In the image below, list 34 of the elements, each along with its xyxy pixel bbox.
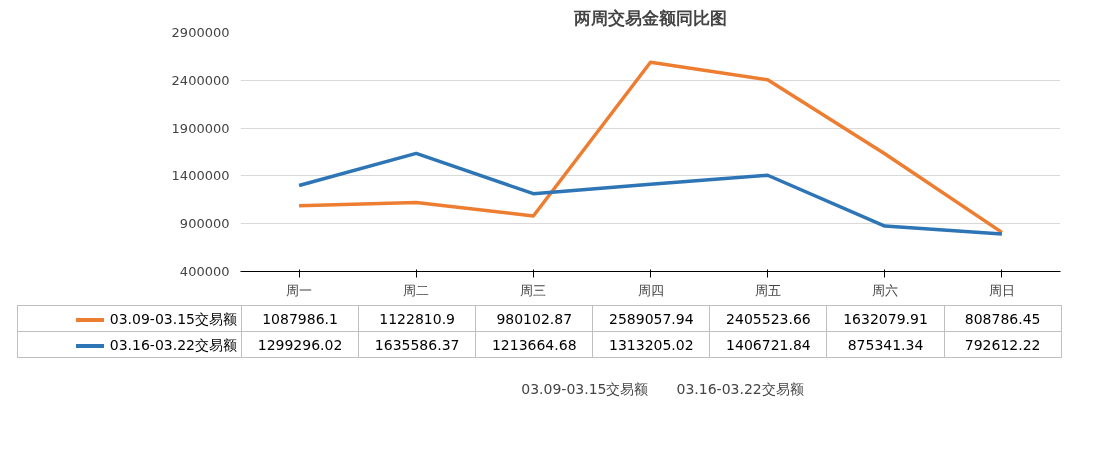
data-label: 1313205.02	[592, 331, 710, 358]
line-series	[297, 60, 1004, 235]
x-tick-label: 周五	[754, 282, 781, 298]
data-label: 1122810.9	[358, 305, 476, 332]
y-tick-label: 900000	[179, 216, 230, 232]
data-label: 1632079.91	[826, 305, 945, 332]
x-tick-label: 周四	[637, 282, 664, 298]
data-label: 1635586.37	[358, 331, 476, 358]
text: 03.16-03.22交易额	[676, 381, 804, 397]
data-label: 875341.34	[826, 331, 945, 358]
data-label: 1299296.02	[241, 331, 359, 358]
x-tick-label: 周三	[520, 282, 547, 298]
x-tick-label: 周一	[286, 282, 313, 298]
data-label: 2589057.94	[592, 305, 710, 332]
y-tick-label: 2900000	[171, 25, 230, 40]
legend-label: 03.16-03.22交易额	[17, 331, 242, 358]
x-tick-label: 周日	[988, 282, 1015, 298]
y-tick-label: 1400000	[171, 168, 230, 184]
data-label: 980102.87	[475, 305, 593, 332]
chart-title: 两周交易金额同比图	[573, 7, 727, 28]
data-label: 1406721.84	[709, 331, 827, 358]
data-label: 1213664.68	[475, 331, 593, 358]
data-label: 1087986.1	[241, 305, 359, 332]
text: 03.09-03.15交易额	[521, 381, 649, 397]
legend-label: 03.09-03.15交易额	[17, 305, 242, 332]
data-label: 792612.22	[944, 331, 1062, 358]
x-tick-label: 周二	[403, 282, 430, 298]
y-tick-label: 400000	[179, 264, 230, 279]
y-tick-label: 2400000	[171, 72, 230, 88]
data-label: 2405523.66	[709, 305, 827, 332]
data-label: 808786.45	[944, 305, 1062, 332]
y-tick-label: 1900000	[171, 120, 230, 136]
x-tick-label: 周六	[871, 282, 898, 298]
line-series	[297, 151, 1004, 236]
